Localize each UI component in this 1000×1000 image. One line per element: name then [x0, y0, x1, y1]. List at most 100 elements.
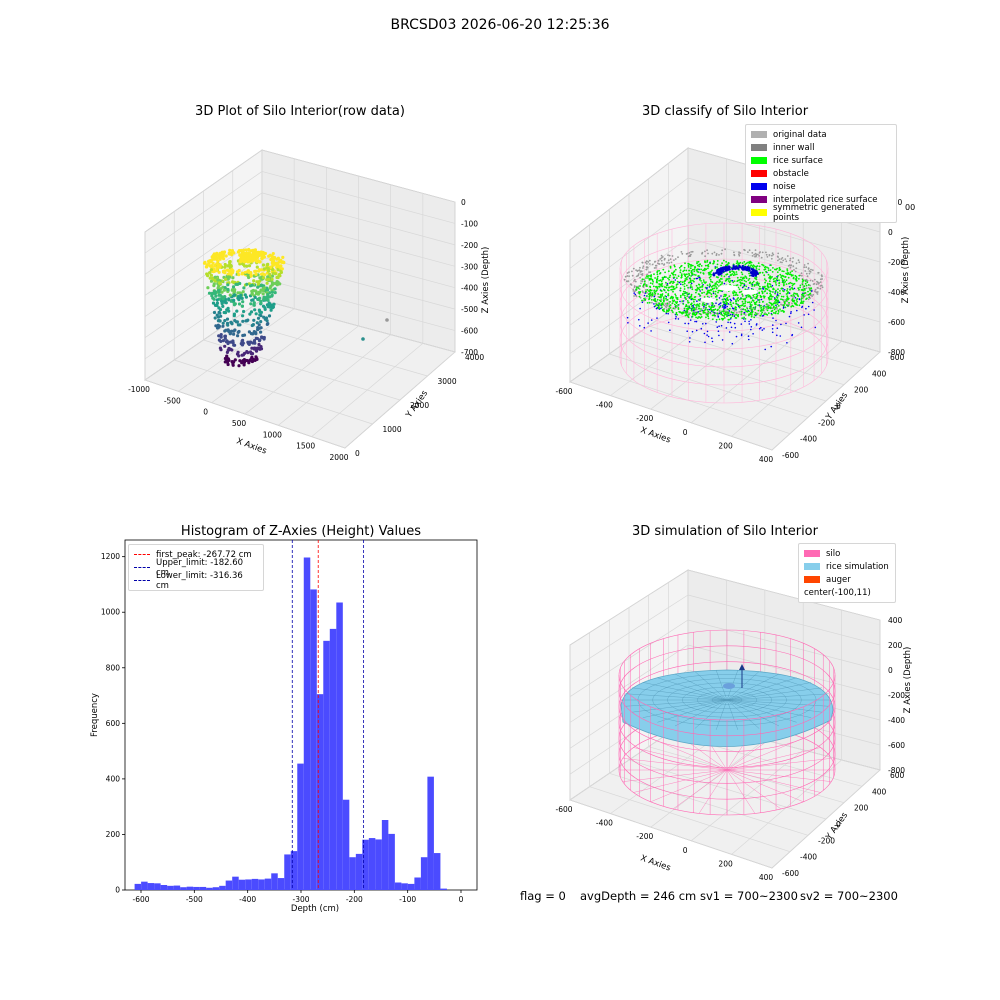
classify-original-point [688, 251, 691, 254]
classify-rice-point [778, 267, 781, 270]
classify-rice-point [662, 278, 665, 280]
raw-point [226, 341, 230, 346]
classify-original-point [777, 259, 779, 262]
simulation-rice-mesh [694, 671, 728, 701]
raw-point [241, 319, 245, 323]
classify-rice-point [709, 292, 711, 294]
classify-rice-point [772, 302, 775, 305]
classify-noise-point [706, 286, 708, 289]
classify-rice-point [658, 303, 661, 305]
classify-rice-point [775, 306, 778, 308]
classify-rice-point [781, 279, 784, 282]
classify-rice-point [721, 282, 723, 285]
raw-point [253, 308, 257, 312]
classify-rice-point [688, 292, 690, 295]
histogram-bar [180, 887, 187, 890]
raw-point [217, 338, 221, 342]
classify-rice-point [684, 310, 687, 313]
raw-point [270, 277, 274, 281]
classify-original-point [738, 254, 741, 257]
classify-rice-point [736, 314, 739, 317]
classify-noise-point [707, 335, 710, 338]
simulation-ztick: 400 [888, 616, 903, 625]
classify-noise-point [718, 325, 720, 327]
classify-rice-point [771, 271, 774, 273]
classify-rice-point [711, 314, 714, 317]
classify-noise-point [732, 264, 735, 267]
raw-point [241, 255, 245, 260]
classify-original-point [626, 272, 629, 274]
raw-point [225, 317, 230, 321]
classify-rice-point [786, 298, 788, 300]
histogram-xtick-label: -300 [292, 895, 309, 904]
classify-rice-point [744, 302, 746, 305]
classify-rice-point [730, 316, 732, 319]
classify-rice-point [757, 304, 759, 307]
raw-point [267, 314, 272, 318]
classify-rice-point [660, 280, 663, 283]
classify-legend-swatch [751, 144, 767, 151]
classify-rice-point [676, 301, 678, 303]
raw-point [254, 289, 258, 293]
classify-noise-point [650, 330, 652, 332]
classify-rice-point [658, 285, 661, 288]
classify-noise-point [682, 300, 685, 302]
classify-ztop-label: 00 [905, 203, 915, 212]
classify-rice-point [780, 275, 783, 277]
classify-rice-point [686, 295, 689, 297]
classify-rice-point [727, 299, 729, 302]
classify-rice-point [718, 318, 721, 321]
classify-rice-point [667, 270, 670, 273]
classify-rice-point [747, 279, 750, 281]
classify-noise-point [750, 328, 752, 331]
raw-point [221, 304, 225, 308]
simulation-xtick: -600 [555, 805, 572, 814]
classify-rice-point [687, 301, 689, 304]
classify-noise-point [750, 319, 752, 321]
raw-point [259, 268, 263, 272]
classify-noise-point [639, 307, 641, 310]
histogram-ytick-label: 1200 [101, 552, 120, 561]
raw-3d-box [144, 149, 456, 449]
histogram-bar [420, 857, 428, 890]
raw-point [266, 298, 270, 302]
simulation-rice-mesh [657, 677, 728, 701]
classify-rice-point [748, 277, 751, 280]
classify-rice-point [662, 268, 665, 271]
classify-original-point [789, 259, 791, 262]
classify-rice-point [741, 293, 744, 296]
classify-noise-point [626, 316, 629, 319]
raw-point [209, 264, 213, 269]
classify-rice-point [750, 283, 753, 285]
raw-point [255, 356, 259, 361]
classify-rice-point [725, 303, 728, 305]
classify-rice-point [756, 265, 759, 267]
raw-point [232, 329, 236, 333]
raw-point [256, 328, 260, 332]
classify-rice-point [691, 305, 693, 308]
classify-rice-point [759, 314, 762, 317]
classify-rice-point [672, 290, 674, 293]
simulation-zgrid-wall [687, 644, 881, 696]
simulation-legend: silo rice simulation auger center(-100,11) [798, 543, 896, 603]
classify-original-point [733, 251, 735, 254]
classify-rice-point [808, 288, 811, 290]
classify-noise-point [796, 309, 798, 312]
classify-rice-point [718, 289, 721, 292]
simulation-silo-floor-spoke [698, 769, 728, 814]
raw-point [233, 319, 237, 323]
classify-original-point [817, 271, 820, 274]
classify-rice-point [694, 298, 696, 301]
classify-rice-point [728, 295, 731, 298]
classify-rice-point [661, 276, 664, 279]
classify-noise-point [691, 330, 694, 333]
classify-original-point [665, 304, 668, 306]
classify-rice-point [737, 304, 740, 307]
raw-ytick: 4000 [465, 353, 484, 362]
classify-rice-point [697, 271, 700, 273]
classify-noise-point [814, 326, 817, 329]
raw-point [213, 275, 217, 279]
classify-rice-point [659, 279, 662, 282]
classify-original-point [640, 270, 643, 272]
simulation-legend-item: center(-100,11) [782, 586, 890, 599]
